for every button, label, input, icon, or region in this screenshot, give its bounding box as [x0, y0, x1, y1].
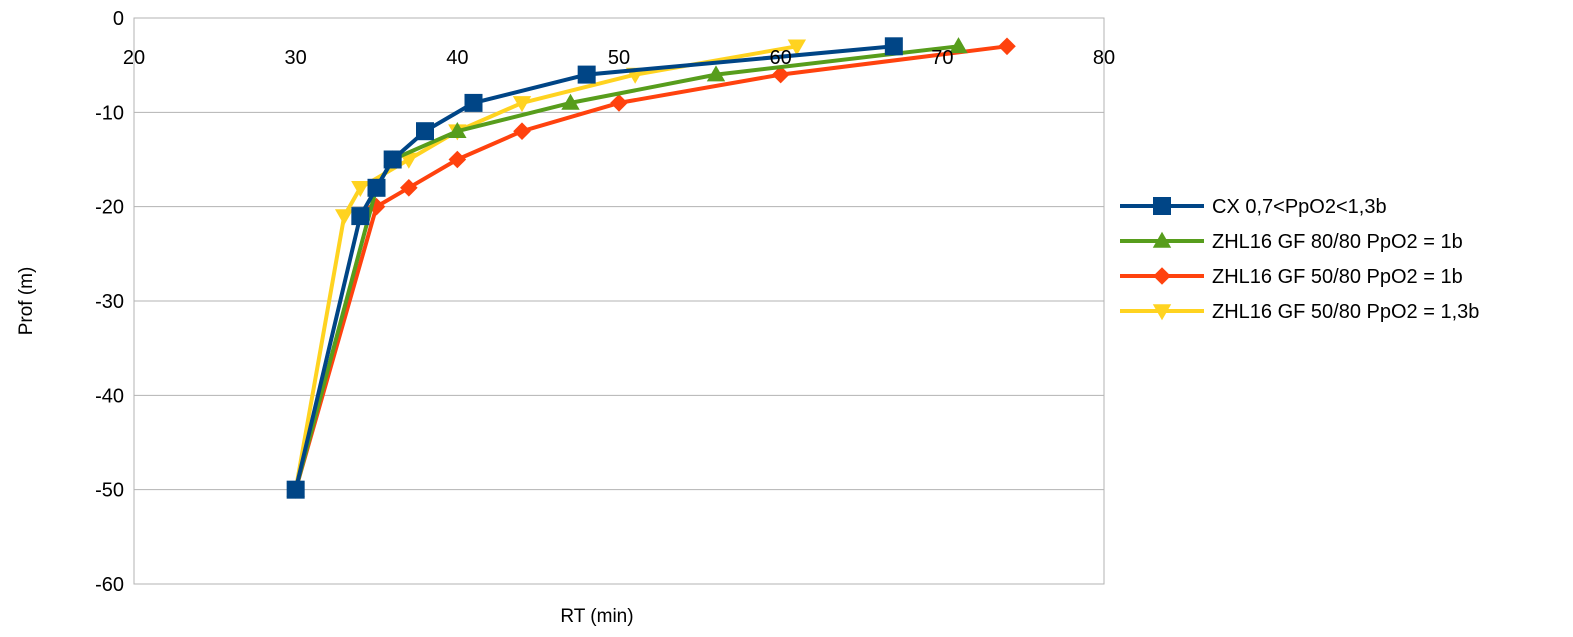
- y-tick-label: -20: [95, 197, 124, 219]
- data-point-square: [383, 150, 402, 169]
- series-layer: [286, 37, 1016, 499]
- x-tick-label: 70: [931, 47, 953, 69]
- y-tick-label: -50: [95, 480, 124, 502]
- series-group: [286, 37, 903, 499]
- data-point-square: [884, 37, 903, 56]
- x-tick-label: 20: [123, 47, 145, 69]
- y-tick-label: -10: [95, 102, 124, 124]
- plot-area-border: [133, 17, 1105, 585]
- data-point-diamond: [513, 122, 531, 140]
- data-point-triangle-down: [787, 39, 807, 56]
- series-group: [286, 37, 968, 497]
- data-point-diamond: [448, 150, 467, 169]
- x-axis-title: RT (min): [560, 606, 633, 627]
- data-point-diamond: [998, 37, 1016, 56]
- data-point-triangle-up: [949, 37, 968, 54]
- y-tick-label: 0: [113, 8, 124, 30]
- data-point-triangle-down: [351, 181, 370, 197]
- x-tick-labels: 20 30 40 50 60 70 80: [123, 47, 1115, 69]
- data-point-triangle-down: [334, 209, 354, 226]
- x-tick-label: 60: [770, 47, 792, 69]
- data-point-square: [416, 122, 434, 141]
- data-point-diamond: [771, 65, 790, 84]
- data-point-diamond: [610, 94, 628, 112]
- x-tick-label: 50: [608, 47, 630, 69]
- series-group: [286, 37, 1016, 499]
- y-tick-label: -30: [95, 291, 124, 313]
- data-point-diamond: [400, 179, 418, 197]
- legend-label: ZHL16 GF 50/80 PpO2 = 1b: [1212, 266, 1463, 288]
- legend-label: ZHL16 GF 50/80 PpO2 = 1,3b: [1212, 301, 1479, 323]
- x-tick-label: 30: [285, 47, 307, 69]
- legend-item: ZHL16 GF 50/80 PpO2 = 1b: [1120, 266, 1463, 288]
- data-point-square: [286, 480, 305, 499]
- data-point-triangle-down: [1152, 304, 1172, 321]
- y-tick-label: -40: [95, 385, 124, 407]
- data-point-square: [367, 178, 386, 197]
- data-point-triangle-up: [448, 122, 467, 138]
- x-tick-label: 40: [446, 47, 468, 69]
- data-point-diamond: [1153, 267, 1171, 285]
- data-point-triangle-up: [706, 65, 726, 82]
- legend-item: ZHL16 GF 80/80 PpO2 = 1b: [1120, 231, 1463, 253]
- data-point-triangle-up: [1152, 231, 1172, 248]
- legend-item: ZHL16 GF 50/80 PpO2 = 1,3b: [1120, 301, 1479, 323]
- x-tick-label: 80: [1093, 47, 1115, 69]
- y-tick-labels: 0 -10 -20 -30 -40 -50 -60: [95, 8, 124, 596]
- legend-label: CX 0,7<PpO2<1,3b: [1212, 196, 1387, 218]
- data-point-triangle-up: [561, 93, 580, 110]
- y-tick-label: -60: [95, 574, 124, 596]
- data-point-square: [464, 93, 483, 112]
- legend-label: ZHL16 GF 80/80 PpO2 = 1b: [1212, 231, 1463, 253]
- data-point-square: [1153, 197, 1171, 215]
- data-point-square: [351, 207, 370, 226]
- data-point-square: [577, 65, 596, 84]
- y-axis-title: Prof (m): [16, 267, 37, 336]
- data-point-triangle-down: [399, 152, 419, 169]
- legend: CX 0,7<PpO2<1,3b ZHL16 GF 80/80 PpO2 = 1b…: [1120, 196, 1479, 323]
- data-point-triangle-down: [512, 96, 532, 113]
- legend-item: CX 0,7<PpO2<1,3b: [1120, 196, 1387, 218]
